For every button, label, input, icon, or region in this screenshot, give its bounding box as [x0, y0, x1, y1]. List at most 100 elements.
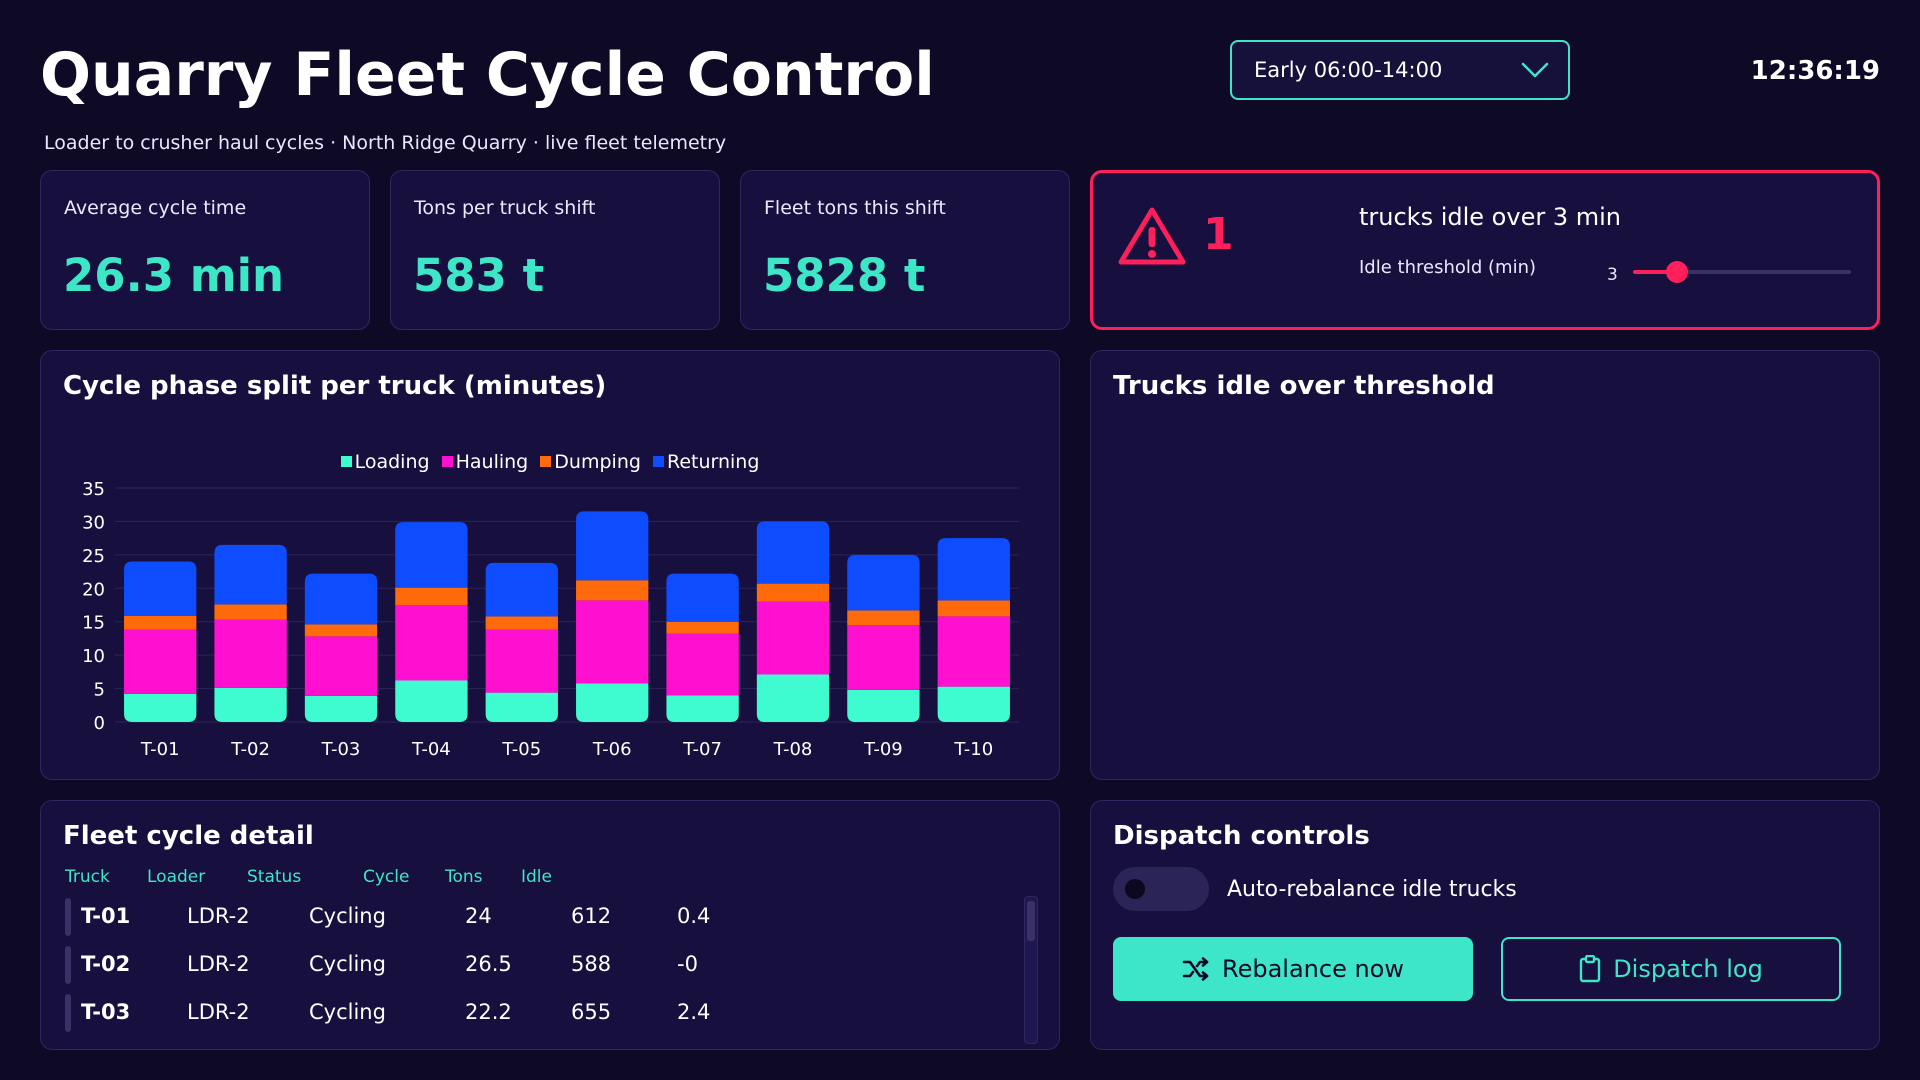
col-header-truck[interactable]: Truck [65, 867, 110, 887]
bar-segment-loading[interactable] [756, 674, 830, 722]
col-header-cycle[interactable]: Cycle [363, 867, 410, 887]
bar-segment-dumping[interactable] [214, 604, 287, 620]
bar-segment-loading[interactable] [576, 683, 649, 722]
kpi-card-avg-cycle: Average cycle time 26.3 min [40, 170, 370, 330]
bar-segment-dumping[interactable] [666, 621, 739, 634]
cell-tons: 612 [571, 904, 612, 928]
bar-segment-returning[interactable] [485, 562, 558, 617]
y-tick-label: 30 [82, 512, 105, 533]
col-header-idle[interactable]: Idle [521, 867, 552, 887]
x-tick-label: T-06 [592, 739, 632, 760]
legend-item-loading: Loading [340, 451, 430, 473]
col-header-tons[interactable]: Tons [445, 867, 483, 887]
shift-select-value: Early 06:00-14:00 [1254, 58, 1443, 82]
bar-segment-dumping[interactable] [576, 580, 649, 601]
bar-segment-dumping[interactable] [485, 616, 558, 630]
dispatch-title: Dispatch controls [1113, 821, 1370, 851]
y-tick-label: 15 [82, 613, 105, 634]
page-subtitle: Loader to crusher haul cycles · North Ri… [44, 132, 727, 154]
bar-segment-loading[interactable] [666, 695, 739, 722]
bar-segment-returning[interactable] [395, 522, 468, 588]
bar-segment-loading[interactable] [847, 689, 920, 722]
x-tick-label: T-07 [682, 739, 722, 760]
bar-segment-dumping[interactable] [847, 610, 920, 626]
shift-select[interactable]: Early 06:00-14:00 [1230, 40, 1570, 100]
legend-item-returning: Returning [652, 451, 759, 473]
cell-cycle: 22.2 [465, 1000, 512, 1024]
bar-segment-hauling[interactable] [847, 625, 920, 690]
y-tick-label: 20 [82, 579, 105, 600]
cell-tons: 588 [571, 952, 612, 976]
bar-segment-loading[interactable] [124, 693, 197, 722]
bar-segment-loading[interactable] [214, 687, 287, 722]
legend-item-dumping: Dumping [540, 451, 641, 473]
bar-segment-dumping[interactable] [124, 615, 197, 630]
x-tick-label: T-09 [863, 739, 903, 760]
kpi-label: Average cycle time [64, 197, 247, 219]
threshold-label: Idle threshold (min) [1359, 257, 1537, 278]
bar-segment-hauling[interactable] [304, 636, 378, 696]
bar-segment-loading[interactable] [937, 686, 1010, 722]
x-tick-label: T-04 [411, 739, 451, 760]
scrollbar-thumb[interactable] [1027, 901, 1035, 941]
bar-segment-hauling[interactable] [937, 616, 1010, 687]
legend-label: Hauling [455, 451, 529, 473]
bar-segment-dumping[interactable] [756, 583, 830, 602]
bar-segment-loading[interactable] [485, 692, 558, 722]
bar-segment-hauling[interactable] [756, 601, 830, 675]
legend-label: Loading [354, 451, 430, 473]
cell-status: Cycling [309, 904, 386, 928]
col-header-loader[interactable]: Loader [147, 867, 206, 887]
kpi-card-fleet-tons: Fleet tons this shift 5828 t [740, 170, 1070, 330]
table-scrollbar[interactable] [1024, 896, 1038, 1044]
bar-segment-loading[interactable] [395, 680, 468, 722]
row-indicator [65, 898, 71, 936]
bar-segment-hauling[interactable] [124, 629, 197, 694]
chevron-down-icon [1521, 62, 1549, 78]
bar-segment-hauling[interactable] [576, 600, 649, 684]
x-tick-label: T-05 [501, 739, 541, 760]
bar-segment-returning[interactable] [124, 561, 197, 616]
table-row[interactable]: T-01 LDR-2 Cycling 24 612 0.4 [65, 898, 845, 938]
slider-thumb[interactable] [1665, 261, 1688, 283]
auto-rebalance-toggle[interactable] [1113, 867, 1209, 911]
bar-segment-hauling[interactable] [395, 605, 468, 681]
bar-segment-dumping[interactable] [937, 600, 1010, 617]
bar-segment-returning[interactable] [937, 538, 1010, 601]
bar-segment-dumping[interactable] [304, 624, 378, 637]
kpi-card-tons-per-truck: Tons per truck shift 583 t [390, 170, 720, 330]
x-tick-label: T-02 [230, 739, 270, 760]
cell-loader: LDR-2 [187, 1000, 250, 1024]
idle-threshold-slider[interactable] [1633, 261, 1851, 283]
cell-tons: 655 [571, 1000, 612, 1024]
bar-segment-returning[interactable] [576, 511, 649, 581]
bar-segment-loading[interactable] [304, 695, 378, 722]
bar-segment-hauling[interactable] [214, 619, 287, 688]
table-row[interactable]: T-03 LDR-2 Cycling 22.2 655 2.4 [65, 994, 845, 1034]
cell-cycle: 26.5 [465, 952, 512, 976]
chart-legend: Loading Hauling Dumping Returning [41, 451, 1059, 473]
bar-segment-hauling[interactable] [666, 633, 739, 696]
bar-segment-hauling[interactable] [485, 629, 558, 693]
bar-segment-dumping[interactable] [395, 587, 468, 605]
bar-segment-returning[interactable] [666, 573, 739, 622]
table-row[interactable]: T-02 LDR-2 Cycling 26.5 588 -0 [65, 946, 845, 986]
bar-segment-returning[interactable] [756, 521, 830, 584]
bar-segment-returning[interactable] [304, 573, 378, 625]
col-header-status[interactable]: Status [247, 867, 302, 887]
dispatch-log-button[interactable]: Dispatch log [1501, 937, 1841, 1001]
chart-panel: Cycle phase split per truck (minutes) Lo… [40, 350, 1060, 780]
idle-alert-card: 1 trucks idle over 3 min Idle threshold … [1090, 170, 1880, 330]
bar-segment-returning[interactable] [214, 544, 287, 605]
slider-fill [1633, 270, 1677, 274]
cell-status: Cycling [309, 952, 386, 976]
x-tick-label: T-03 [321, 739, 361, 760]
bar-segment-returning[interactable] [847, 554, 920, 611]
y-tick-label: 35 [82, 479, 105, 500]
chart-panel-title: Cycle phase split per truck (minutes) [63, 371, 607, 401]
auto-rebalance-label: Auto-rebalance idle trucks [1227, 877, 1517, 902]
rebalance-now-button[interactable]: Rebalance now [1113, 937, 1473, 1001]
y-tick-label: 10 [82, 646, 105, 667]
y-tick-label: 5 [94, 680, 105, 701]
cell-loader: LDR-2 [187, 904, 250, 928]
